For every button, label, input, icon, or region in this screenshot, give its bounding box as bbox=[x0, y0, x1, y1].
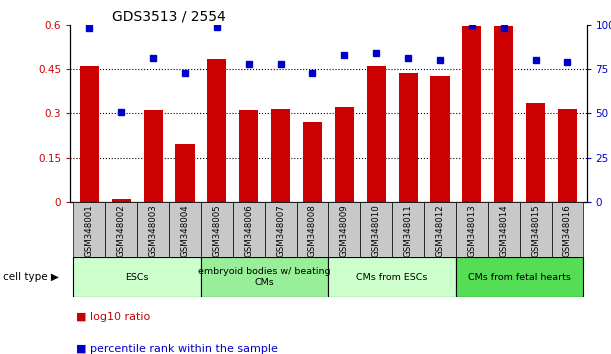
Text: GDS3513 / 2554: GDS3513 / 2554 bbox=[112, 10, 225, 24]
Bar bbox=[519, 202, 552, 257]
Text: GSM348016: GSM348016 bbox=[563, 205, 572, 257]
Bar bbox=[201, 202, 233, 257]
Bar bbox=[105, 202, 137, 257]
Text: GSM348010: GSM348010 bbox=[371, 205, 381, 257]
Bar bbox=[392, 202, 424, 257]
Text: GSM348004: GSM348004 bbox=[180, 205, 189, 257]
Bar bbox=[144, 110, 163, 202]
Bar bbox=[456, 257, 584, 297]
Bar bbox=[169, 202, 201, 257]
Text: GSM348008: GSM348008 bbox=[308, 205, 317, 257]
Text: GSM348009: GSM348009 bbox=[340, 205, 349, 257]
Bar bbox=[335, 107, 354, 202]
Bar bbox=[175, 144, 194, 202]
Text: GSM348005: GSM348005 bbox=[213, 205, 221, 257]
Text: GSM348002: GSM348002 bbox=[117, 205, 126, 257]
Text: GSM348015: GSM348015 bbox=[531, 205, 540, 257]
Bar bbox=[303, 122, 322, 202]
Bar bbox=[239, 110, 258, 202]
Bar bbox=[201, 257, 329, 297]
Bar bbox=[463, 26, 481, 202]
Bar bbox=[526, 103, 545, 202]
Bar bbox=[360, 202, 392, 257]
Text: GSM348007: GSM348007 bbox=[276, 205, 285, 257]
Bar bbox=[73, 257, 201, 297]
Bar bbox=[367, 66, 386, 202]
Bar bbox=[456, 202, 488, 257]
Text: CMs from fetal hearts: CMs from fetal hearts bbox=[468, 273, 571, 281]
Text: GSM348011: GSM348011 bbox=[404, 205, 412, 257]
Bar bbox=[233, 202, 265, 257]
Text: CMs from ESCs: CMs from ESCs bbox=[356, 273, 428, 281]
Bar bbox=[424, 202, 456, 257]
Text: embryoid bodies w/ beating
CMs: embryoid bodies w/ beating CMs bbox=[199, 267, 331, 287]
Bar bbox=[430, 76, 450, 202]
Text: GSM348014: GSM348014 bbox=[499, 205, 508, 257]
Bar bbox=[494, 26, 513, 202]
Bar bbox=[73, 202, 105, 257]
Bar bbox=[329, 257, 456, 297]
Bar bbox=[488, 202, 519, 257]
Bar bbox=[80, 66, 99, 202]
Bar bbox=[398, 74, 418, 202]
Bar bbox=[112, 199, 131, 202]
Text: cell type ▶: cell type ▶ bbox=[3, 272, 59, 282]
Text: GSM348006: GSM348006 bbox=[244, 205, 253, 257]
Bar bbox=[552, 202, 584, 257]
Bar bbox=[558, 109, 577, 202]
Bar bbox=[296, 202, 329, 257]
Bar bbox=[271, 109, 290, 202]
Text: ■ log10 ratio: ■ log10 ratio bbox=[76, 312, 151, 322]
Text: ESCs: ESCs bbox=[125, 273, 149, 281]
Text: ■ percentile rank within the sample: ■ percentile rank within the sample bbox=[76, 344, 278, 354]
Bar bbox=[137, 202, 169, 257]
Text: GSM348013: GSM348013 bbox=[467, 205, 477, 257]
Bar bbox=[207, 59, 227, 202]
Text: GSM348012: GSM348012 bbox=[436, 205, 444, 257]
Bar bbox=[265, 202, 296, 257]
Text: GSM348001: GSM348001 bbox=[85, 205, 94, 257]
Text: GSM348003: GSM348003 bbox=[148, 205, 158, 257]
Bar bbox=[329, 202, 360, 257]
